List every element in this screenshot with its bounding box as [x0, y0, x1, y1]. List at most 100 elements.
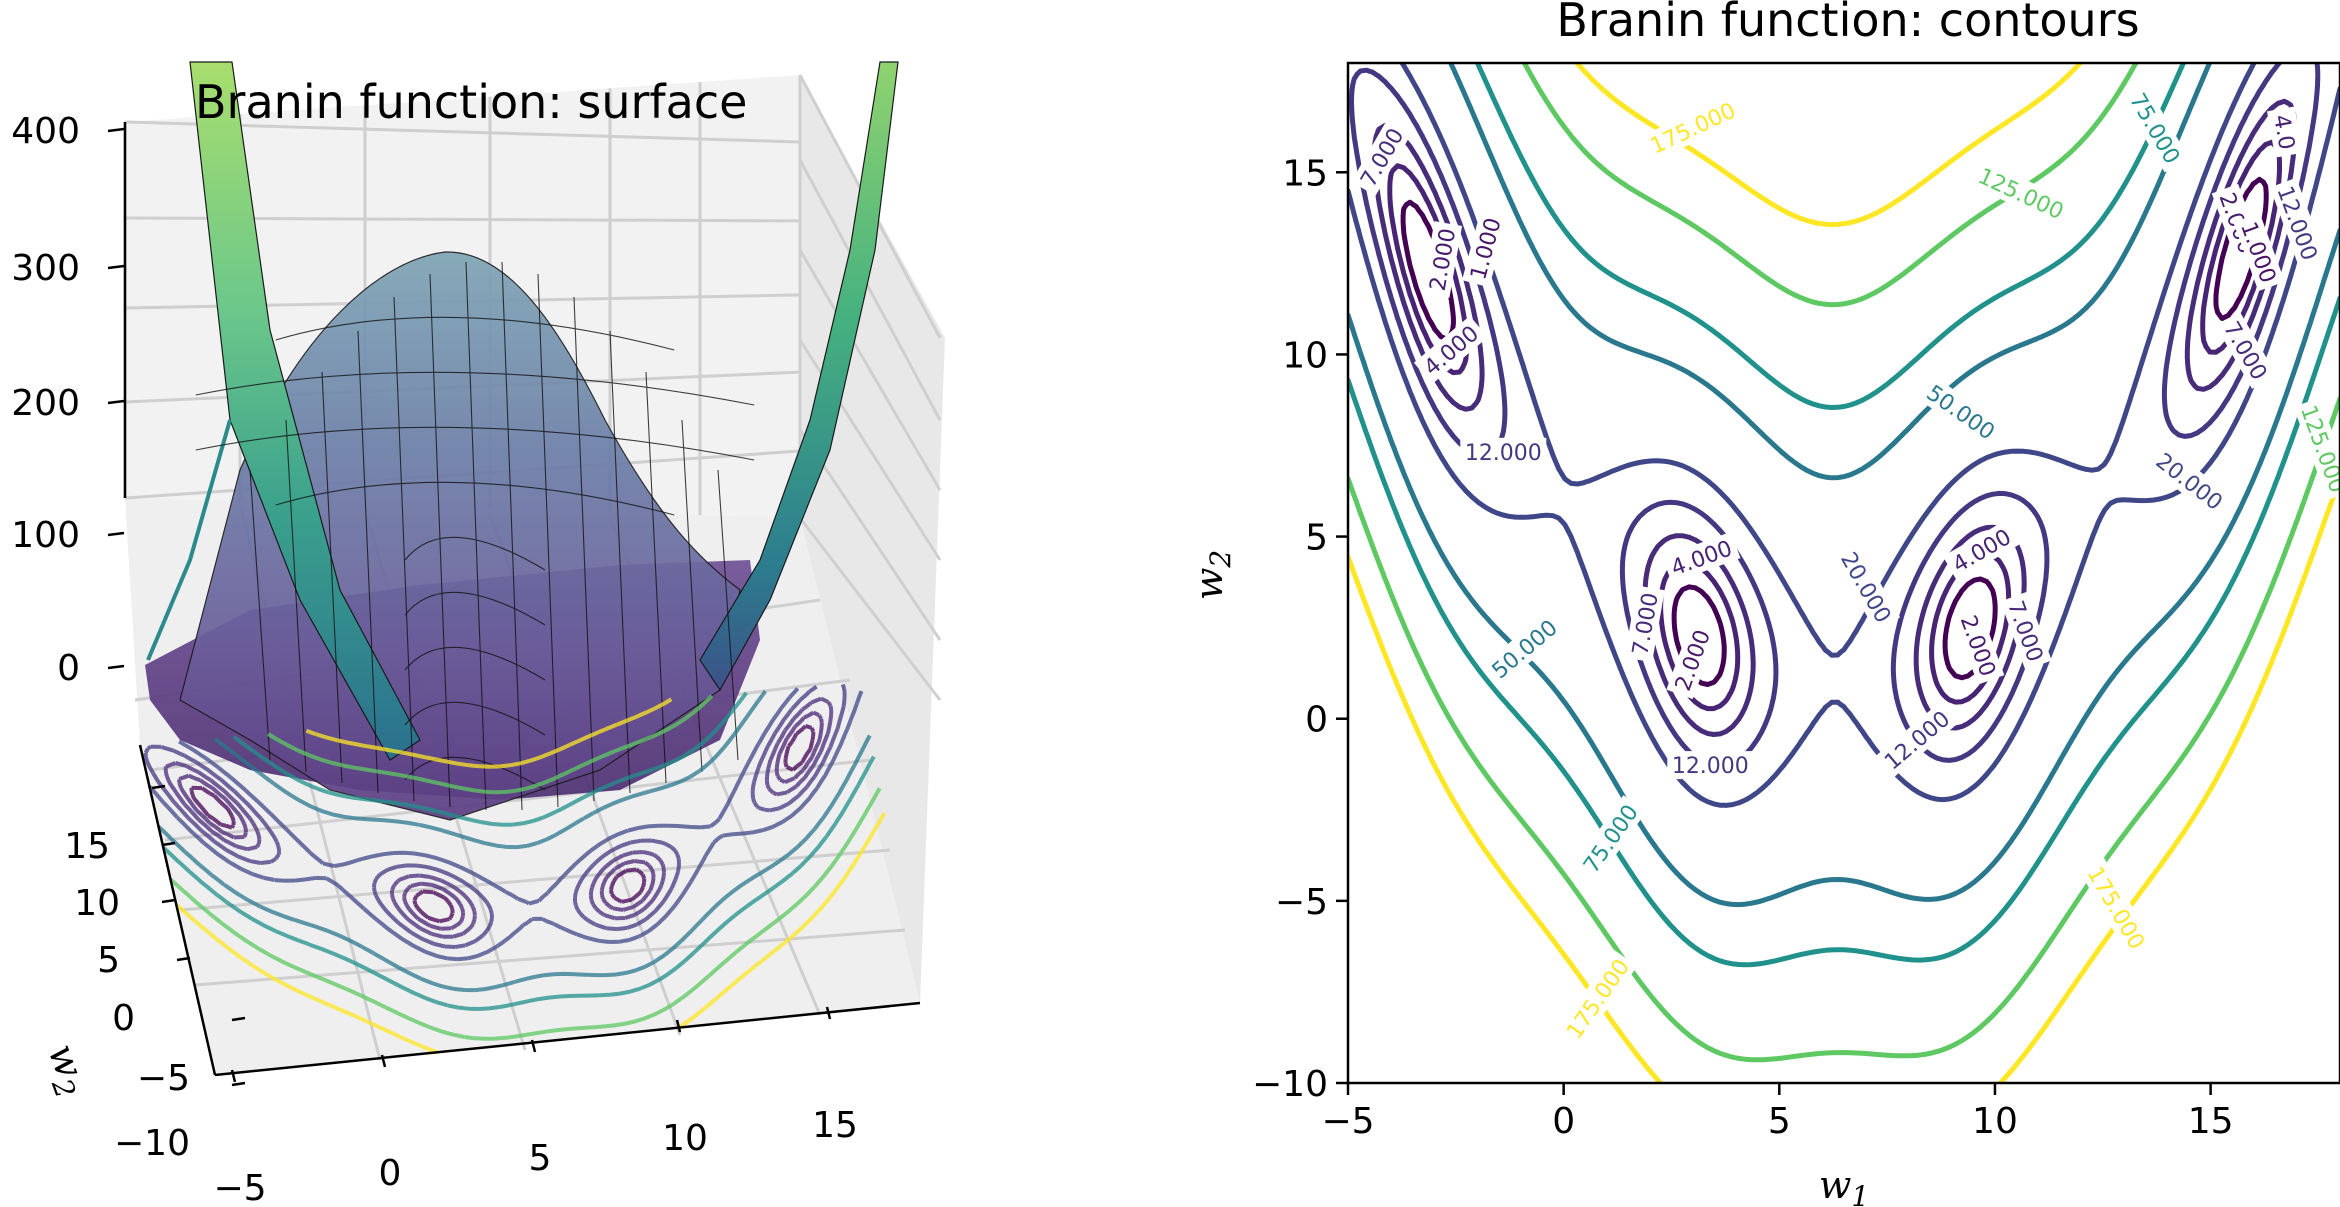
contour-label-bg — [1662, 531, 1741, 584]
x-tick-label: −5 — [213, 1168, 266, 1207]
mesh-line — [404, 646, 546, 681]
floor-contour-projection — [143, 683, 887, 1055]
contour-level-125 — [1348, 63, 2340, 1063]
x-tick-mark — [825, 1006, 832, 1020]
contour-label-bg — [2079, 857, 2154, 958]
contour-level-50 — [1348, 63, 2340, 908]
contour-label-bg — [1917, 375, 2005, 449]
contour-label-bg — [1953, 606, 2005, 685]
y-tick-label: −5 — [137, 1058, 190, 1099]
mesh-line — [285, 419, 307, 773]
grid-line — [798, 159, 942, 421]
contour-label: 7.000 — [1351, 118, 1413, 196]
mesh-line — [404, 591, 546, 626]
contour-level-75 — [1348, 63, 2340, 968]
contour-label-text: 75.000 — [1579, 800, 1644, 877]
z-tick-label: 100 — [11, 515, 80, 556]
surface-dome — [179, 251, 741, 821]
contour-label-bg — [1666, 620, 1718, 700]
x-tick-label: 5 — [1768, 1101, 1791, 1142]
contour-label: 12.000 — [1667, 751, 1754, 780]
surface-left-wall — [189, 61, 421, 761]
contour-label-bg — [2000, 591, 2052, 671]
contour-label-text: 4.0 — [2268, 113, 2299, 152]
x-tick-label: 10 — [1972, 1101, 2018, 1142]
contour-label-text: 50.000 — [1922, 381, 1999, 446]
contour-label: 4.0 — [2267, 106, 2303, 158]
mesh-line — [573, 296, 595, 802]
x-tick-label: 0 — [379, 1153, 402, 1194]
contour-label-bg — [2121, 83, 2189, 173]
contour-label-text: 50.000 — [1488, 616, 1563, 685]
x-tick-label: −5 — [1321, 1101, 1374, 1142]
y-tick-label: −5 — [1275, 882, 1328, 923]
x-tick-mark — [530, 1039, 537, 1053]
mesh-line — [393, 296, 415, 802]
contour-label-bg — [1970, 159, 2073, 227]
mesh-line — [717, 469, 739, 761]
contour-label: 20.000 — [2147, 443, 2233, 519]
contour-label-bg — [1624, 585, 1665, 663]
z-tick-mark — [107, 664, 125, 670]
mesh-line — [404, 701, 546, 736]
plot-frame — [1346, 61, 2340, 1085]
y-tick-label: −10 — [1252, 1064, 1328, 1105]
x-tick-mark — [380, 1054, 387, 1068]
contour-xlabel: w1 — [1819, 1163, 1869, 1207]
contour-ylabel: w2 — [1187, 550, 1237, 600]
floor-contour-level-175 — [174, 697, 887, 1055]
contour-label-text: 7.000 — [1356, 124, 1409, 191]
contour-label: 12.000 — [1460, 437, 1547, 466]
contour-label-text: 12.000 — [1880, 707, 1955, 776]
contour-label-text: 12.000 — [1672, 754, 1749, 779]
contour-panel: Branin function: contours 7.0001.0002.00… — [1187, 0, 2340, 1207]
floor-contour-level-7 — [163, 696, 834, 939]
y-tick-label: 5 — [97, 940, 120, 981]
contour-label-bg — [1557, 950, 1638, 1048]
axes-3d — [123, 122, 921, 1077]
contour-label-bg — [1351, 118, 1413, 196]
floor-contour-level-4 — [177, 710, 824, 931]
contour-label-bg — [2147, 443, 2233, 519]
contour-label-bg — [2267, 106, 2303, 158]
contour-label: 75.000 — [1574, 795, 1647, 882]
y-tick-label: 10 — [1282, 335, 1328, 376]
contour-level-2 — [1400, 176, 2269, 687]
y-tick-label: 10 — [74, 883, 120, 924]
mesh-line — [465, 261, 487, 811]
contour-label: 7.000 — [1624, 585, 1665, 663]
z-tick-label: 200 — [11, 383, 80, 424]
x-tick-label: 10 — [662, 1118, 708, 1159]
contour-label-bg — [1641, 94, 1744, 162]
contour-label: 175.000 — [2079, 857, 2154, 958]
y-tick-label: −10 — [114, 1123, 190, 1164]
floor-contour-level-12 — [143, 683, 847, 949]
y-tick-mark — [231, 1016, 246, 1022]
y-tick-mark — [161, 841, 176, 847]
y-tick-mark — [151, 784, 166, 790]
contour-label-text: 7.000 — [1628, 591, 1664, 657]
mesh-line — [195, 371, 755, 406]
mesh-line — [249, 469, 271, 761]
contour-label: 50.000 — [1917, 375, 2005, 449]
z-tick-mark — [107, 127, 125, 133]
mesh-line — [275, 316, 675, 351]
mesh-line — [404, 756, 546, 791]
mesh-line — [429, 273, 451, 808]
contour-label-bg — [1460, 437, 1547, 466]
contour-label-bg — [1574, 795, 1647, 882]
mesh-line — [537, 273, 559, 808]
mesh-line — [645, 371, 667, 784]
contour-label-bg — [2269, 177, 2326, 269]
contour-label-bg — [1874, 701, 1959, 779]
z-tick-mark — [107, 399, 125, 405]
x-tick-label: 0 — [1552, 1101, 1575, 1142]
y-axis-line — [138, 744, 217, 1076]
z-tick-label: 300 — [11, 248, 80, 289]
x-tick-mark — [230, 1069, 237, 1083]
z-tick-mark — [107, 531, 125, 537]
grid-line — [798, 517, 942, 701]
surface-right-wall — [699, 61, 899, 692]
y-tick-label: 5 — [1305, 518, 1328, 559]
